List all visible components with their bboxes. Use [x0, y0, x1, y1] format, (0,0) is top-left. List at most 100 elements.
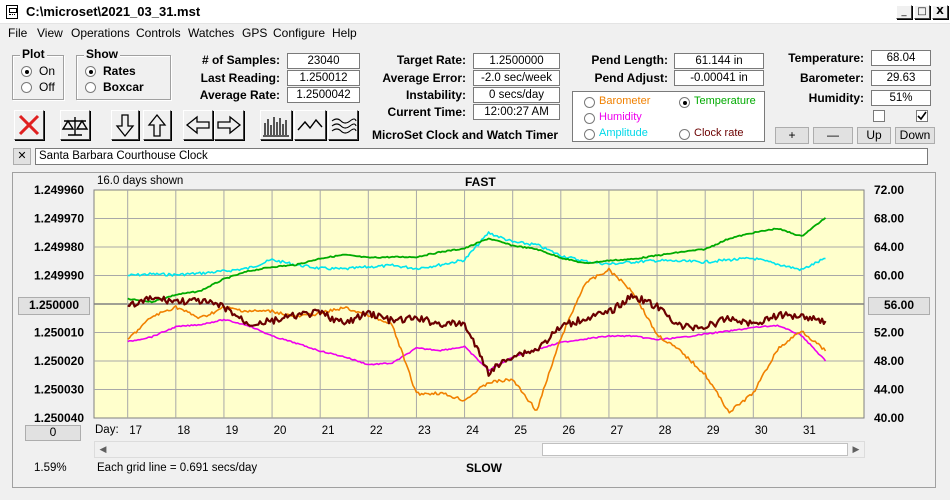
- arrow-down-button[interactable]: [111, 110, 139, 140]
- plot-on-label: On: [39, 64, 56, 78]
- left-tick-label: 1.250020: [34, 354, 84, 368]
- temperature-radio[interactable]: [679, 97, 690, 108]
- grid-note: Each grid line = 0.691 secs/day: [97, 462, 258, 474]
- slow-label: SLOW: [466, 461, 502, 475]
- wave-graph-button[interactable]: [328, 110, 358, 140]
- plot-off-radio[interactable]: [21, 82, 32, 93]
- bar-graph-button[interactable]: [260, 110, 292, 140]
- offset-button[interactable]: 0: [25, 425, 81, 441]
- app-icon[interactable]: [6, 5, 18, 19]
- x-tick-label: 19: [226, 425, 239, 437]
- checkmark-icon: [917, 111, 927, 121]
- pend-adjust-field: -0.00041 in: [674, 70, 764, 86]
- menu-bar: File View Operations Controls Watches GP…: [0, 24, 950, 42]
- balance-button[interactable]: [60, 110, 90, 140]
- left-tick-label: 1.249980: [34, 240, 84, 254]
- humidity-radio[interactable]: [584, 113, 595, 124]
- menu-controls[interactable]: Controls: [136, 26, 181, 40]
- wave-graph-icon: [331, 118, 357, 134]
- right-axis-reset-button[interactable]: 56.00: [868, 297, 930, 315]
- barometer-label: Barometer:: [799, 71, 864, 85]
- x-tick-label: 20: [274, 425, 287, 437]
- left-axis-reset-button[interactable]: 1.250000: [18, 297, 90, 315]
- arrow-up-button[interactable]: [143, 110, 171, 140]
- series-selector: Barometer Temperature Humidity Amplitude…: [572, 91, 765, 142]
- show-rates-label: Rates: [103, 64, 136, 78]
- show-boxcar-radio[interactable]: [85, 82, 96, 93]
- close-button[interactable]: X: [932, 5, 948, 19]
- right-tick-label: 44.00: [874, 383, 904, 397]
- temperature-option: Temperature: [694, 95, 756, 107]
- arrow-right-icon: [217, 115, 242, 135]
- right-tick-label: 72.00: [874, 183, 904, 197]
- x-tick-label: 18: [177, 425, 190, 437]
- pend-length-label: Pend Length:: [591, 53, 668, 67]
- clock-rate-option: Clock rate: [694, 127, 744, 139]
- scale-minus-button[interactable]: —: [813, 127, 853, 144]
- scroll-left-arrow-icon[interactable]: ◀: [99, 444, 107, 454]
- checkbox-right[interactable]: [916, 110, 928, 122]
- series-line-clock-rate: [127, 293, 827, 377]
- series-line-amplitude: [127, 231, 826, 277]
- menu-gps[interactable]: GPS: [242, 26, 268, 40]
- menu-operations[interactable]: Operations: [71, 26, 130, 40]
- menu-help[interactable]: Help: [332, 26, 357, 40]
- right-tick-label: 60.00: [874, 269, 904, 283]
- stop-button[interactable]: [14, 110, 44, 140]
- menu-file[interactable]: File: [8, 26, 28, 40]
- show-boxcar-label: Boxcar: [103, 80, 144, 94]
- clock-rate-radio[interactable]: [679, 129, 690, 140]
- barometer-option: Barometer: [599, 95, 651, 107]
- humidity-label: Humidity:: [808, 91, 864, 105]
- day-axis-label: Day:: [95, 424, 119, 436]
- pend-length-field: 61.144 in: [674, 53, 764, 69]
- x-tick-label: 29: [707, 425, 720, 437]
- arrow-left-button[interactable]: [183, 110, 213, 140]
- target-rate-field[interactable]: 1.2500000: [473, 53, 560, 69]
- minimize-button[interactable]: _: [896, 5, 912, 19]
- series-line-temperature: [127, 217, 827, 304]
- maximize-button[interactable]: □: [914, 5, 930, 19]
- barometer-field: 29.63: [871, 70, 931, 86]
- right-tick-label: 48.00: [874, 354, 904, 368]
- x-tick-label: 22: [370, 425, 383, 437]
- temperature-label: Temperature:: [788, 51, 864, 65]
- series-lines: [127, 217, 827, 414]
- show-rates-radio[interactable]: [85, 66, 96, 77]
- scroll-thumb[interactable]: [542, 443, 848, 456]
- balance-scale-icon: [61, 117, 89, 136]
- arrow-left-icon: [185, 115, 210, 135]
- series-line-barometer: [127, 267, 827, 414]
- left-tick-label: 1.249970: [34, 212, 84, 226]
- scale-down-button[interactable]: Down: [895, 127, 935, 144]
- barometer-radio[interactable]: [584, 97, 595, 108]
- line-graph-button[interactable]: [294, 110, 326, 140]
- plot-on-radio[interactable]: [21, 66, 32, 77]
- samples-field: 23040: [287, 53, 360, 69]
- right-tick-label: 64.00: [874, 240, 904, 254]
- pend-adjust-label: Pend Adjust:: [594, 71, 668, 85]
- menu-view[interactable]: View: [37, 26, 63, 40]
- menu-watches[interactable]: Watches: [188, 26, 235, 40]
- scale-up-button[interactable]: Up: [857, 127, 891, 144]
- arrow-right-button[interactable]: [214, 110, 244, 140]
- x-tick-label: 25: [514, 425, 527, 437]
- checkbox-left[interactable]: [873, 110, 885, 122]
- instability-label: Instability:: [405, 88, 466, 102]
- clear-clock-button[interactable]: ✕: [13, 148, 31, 165]
- menu-configure[interactable]: Configure: [273, 26, 326, 40]
- humidity-option: Humidity: [599, 111, 642, 123]
- horizontal-scrollbar[interactable]: ◀ ▶: [94, 441, 865, 458]
- amplitude-radio[interactable]: [584, 129, 595, 140]
- line-graph-icon: [297, 118, 323, 131]
- clock-name-input[interactable]: Santa Barbara Courthouse Clock: [35, 148, 928, 165]
- scale-plus-button[interactable]: +: [775, 127, 809, 144]
- right-tick-label: 68.00: [874, 212, 904, 226]
- scroll-right-arrow-icon[interactable]: ▶: [852, 444, 860, 454]
- x-tick-label: 31: [803, 425, 816, 437]
- fast-label: FAST: [465, 175, 496, 189]
- days-shown-label: 16.0 days shown: [97, 175, 184, 187]
- x-tick-label: 27: [611, 425, 624, 437]
- right-tick-label: 52.00: [874, 326, 904, 340]
